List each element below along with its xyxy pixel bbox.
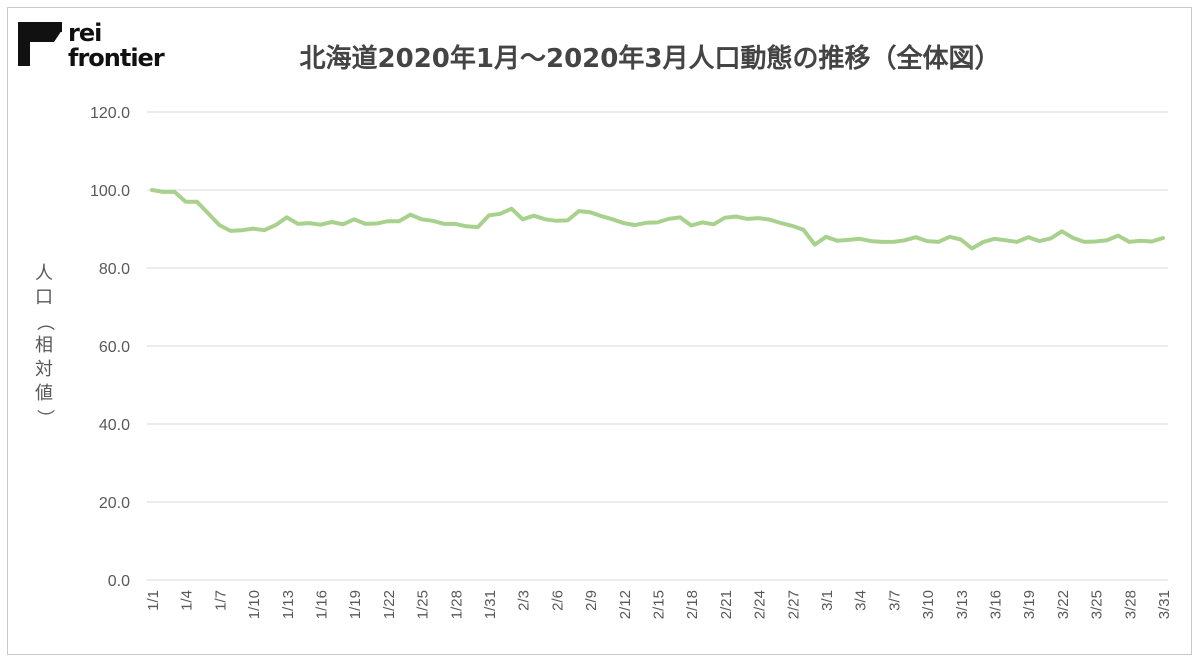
x-tick-label: 2/6: [549, 590, 566, 611]
x-tick-label: 1/19: [347, 590, 364, 619]
brand-name-line2: frontier: [68, 44, 165, 72]
x-tick-label: 3/4: [853, 590, 870, 611]
brand-name-line1: rei: [68, 19, 102, 47]
x-tick-label: 3/1: [819, 590, 836, 611]
y-tick-label: 20.0: [99, 495, 130, 512]
x-tick-label: 3/28: [1122, 590, 1139, 619]
x-tick-label: 1/7: [212, 590, 229, 611]
x-tick-label: 1/10: [246, 590, 263, 619]
x-tick-label: 1/16: [314, 590, 331, 619]
x-tick-label: 1/25: [415, 590, 432, 619]
x-tick-label: 3/19: [1021, 590, 1038, 619]
x-tick-label: 3/13: [954, 590, 971, 619]
x-tick-label: 3/31: [1156, 590, 1173, 619]
x-tick-label: 2/12: [617, 590, 634, 619]
y-tick-label: 60.0: [99, 339, 130, 356]
series-line: [150, 188, 1165, 251]
x-tick-label: 3/16: [988, 590, 1005, 619]
x-tick-label: 3/7: [886, 590, 903, 611]
x-tick-label: 1/28: [448, 590, 465, 619]
x-tick-label: 2/21: [718, 590, 735, 619]
x-tick-label: 2/9: [583, 590, 600, 611]
x-tick-label: 1/31: [482, 590, 499, 619]
x-tick-label: 2/18: [684, 590, 701, 619]
x-tick-label: 2/3: [516, 590, 533, 611]
chart-frame: [7, 7, 1192, 655]
x-tick-label: 2/27: [785, 590, 802, 619]
x-tick-label: 1/1: [145, 590, 162, 611]
x-tick-label: 1/22: [381, 590, 398, 619]
y-tick-label: 100.0: [90, 183, 130, 200]
x-tick-label: 3/10: [920, 590, 937, 619]
x-tick-label: 3/22: [1055, 590, 1072, 619]
x-tick-label: 2/15: [651, 590, 668, 619]
y-tick-label: 0.0: [108, 573, 130, 590]
x-tick-label: 3/25: [1089, 590, 1106, 619]
y-axis-label: 人口（相対値）: [34, 263, 55, 427]
x-tick-label: 1/4: [179, 590, 196, 611]
chart-title: 北海道2020年1月～2020年3月人口動態の推移（全体図）: [299, 44, 1001, 74]
y-tick-label: 80.0: [99, 261, 130, 278]
x-tick-label: 2/24: [752, 590, 769, 619]
y-tick-label: 40.0: [99, 417, 130, 434]
brand-mark-icon: [18, 22, 62, 66]
y-tick-label: 120.0: [90, 105, 130, 122]
x-tick-label: 1/13: [280, 590, 297, 619]
